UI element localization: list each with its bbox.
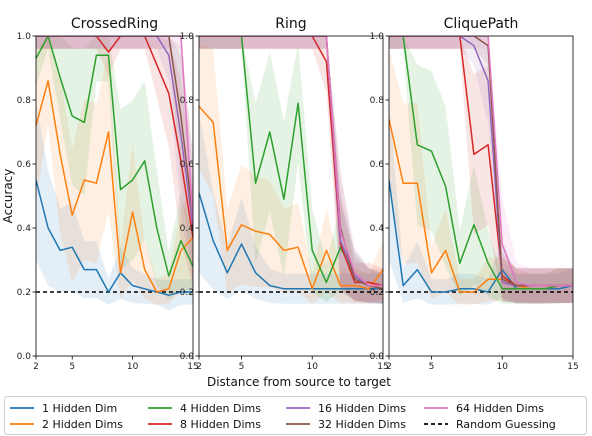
y-tick-label: 1.0 xyxy=(370,32,385,42)
legend-label: 2 Hidden Dims xyxy=(42,418,123,431)
plot-area xyxy=(36,36,193,311)
legend-item-h4: 4 Hidden Dims xyxy=(148,402,261,415)
y-tick-label: 0.0 xyxy=(17,352,32,362)
y-tick-label: 0.0 xyxy=(180,352,195,362)
plot-area xyxy=(199,36,383,304)
legend-label: 1 Hidden Dim xyxy=(42,402,117,415)
axes-frame xyxy=(198,35,384,357)
y-tick-label: 0.8 xyxy=(370,96,385,106)
y-tick-label: 0.8 xyxy=(180,96,195,106)
series-line-h8 xyxy=(36,36,193,238)
x-tick-label: 15 xyxy=(567,362,578,372)
series-line-h2 xyxy=(36,80,193,293)
y-tick-label: 0.6 xyxy=(180,160,195,170)
series-line-h8 xyxy=(199,36,383,287)
series-line-h2 xyxy=(199,105,383,290)
band-h4 xyxy=(36,36,193,300)
band-h1 xyxy=(389,100,573,305)
y-tick-label: 0.4 xyxy=(180,224,195,234)
legend-item-h64: 64 Hidden Dims xyxy=(424,402,544,415)
panel-title: Ring xyxy=(275,16,306,32)
series-line-h4 xyxy=(389,36,573,290)
axes-frame xyxy=(35,35,194,357)
legend-item-h1: 1 Hidden Dim xyxy=(10,402,117,415)
legend-label: 4 Hidden Dims xyxy=(180,402,261,415)
band-h2 xyxy=(199,44,383,304)
y-tick-label: 0.2 xyxy=(180,288,194,298)
legend-item-h2: 2 Hidden Dims xyxy=(10,418,123,431)
y-tick-label: 0.2 xyxy=(17,288,31,298)
band-h8 xyxy=(389,36,573,303)
x-axis-label: Distance from source to target xyxy=(207,375,391,389)
legend-item-h32: 32 Hidden Dims xyxy=(286,418,406,431)
y-tick-label: 0.8 xyxy=(17,96,32,106)
x-tick-label: 10 xyxy=(497,362,509,372)
band-h8 xyxy=(199,36,383,303)
legend-box xyxy=(4,396,587,435)
y-tick-label: 0.6 xyxy=(370,160,385,170)
y-tick-label: 1.0 xyxy=(17,32,32,42)
y-tick-label: 0.6 xyxy=(17,160,32,170)
legend-label: Random Guessing xyxy=(456,418,556,431)
band-h2 xyxy=(36,36,193,305)
y-tick-label: 0.4 xyxy=(370,224,385,234)
legend-item-rand: Random Guessing xyxy=(424,418,556,431)
panel-title: CrossedRing xyxy=(71,16,158,32)
legend: 1 Hidden Dim 2 Hidden Dims 4 Hidden Dims 8 … xyxy=(4,396,587,435)
band-h32 xyxy=(36,36,193,283)
series-line-h1 xyxy=(199,192,383,290)
band-h4 xyxy=(389,36,573,304)
band-h16 xyxy=(199,36,383,304)
y-tick-label: 0.0 xyxy=(370,352,385,362)
y-tick-label: 0.4 xyxy=(17,224,32,234)
x-tick-label: 10 xyxy=(127,362,139,372)
band-h16 xyxy=(36,36,193,286)
x-tick-label: 10 xyxy=(307,362,319,372)
band-h64 xyxy=(389,36,573,303)
x-tick-label: 5 xyxy=(69,362,75,372)
x-tick-label: 2 xyxy=(386,362,392,372)
series-line-h64 xyxy=(199,36,383,287)
band-h1 xyxy=(36,100,193,311)
series-line-h64 xyxy=(389,36,573,287)
series-line-h1 xyxy=(36,179,193,296)
y-tick-label: 1.0 xyxy=(180,32,195,42)
legend-label: 8 Hidden Dims xyxy=(180,418,261,431)
x-tick-label: 2 xyxy=(196,362,202,372)
band-h4 xyxy=(199,36,383,304)
legend-item-h8: 8 Hidden Dims xyxy=(148,418,261,431)
legend-item-h16: 16 Hidden Dims xyxy=(286,402,406,415)
band-h1 xyxy=(199,112,383,304)
axes-frame xyxy=(388,35,574,357)
legend-label: 32 Hidden Dims xyxy=(318,418,406,431)
x-tick-label: 5 xyxy=(429,362,435,372)
band-h64 xyxy=(199,36,383,303)
x-tick-label: 5 xyxy=(239,362,245,372)
band-h2 xyxy=(389,48,573,305)
series-line-h32 xyxy=(199,36,383,290)
y-axis-label: Accuracy xyxy=(1,169,15,224)
band-h32 xyxy=(199,36,383,304)
band-h16 xyxy=(389,36,573,303)
x-tick-label: 2 xyxy=(33,362,39,372)
panel-title: CliquePath xyxy=(444,16,519,32)
y-tick-label: 0.2 xyxy=(370,288,384,298)
band-h32 xyxy=(389,36,573,303)
x-tick-label: 15 xyxy=(377,362,388,372)
legend-label: 64 Hidden Dims xyxy=(456,402,544,415)
x-tick-label: 15 xyxy=(187,362,198,372)
series-line-h4 xyxy=(36,36,193,277)
series-line-h16 xyxy=(36,36,193,229)
plot-area xyxy=(389,36,573,305)
legend-label: 16 Hidden Dims xyxy=(318,402,406,415)
